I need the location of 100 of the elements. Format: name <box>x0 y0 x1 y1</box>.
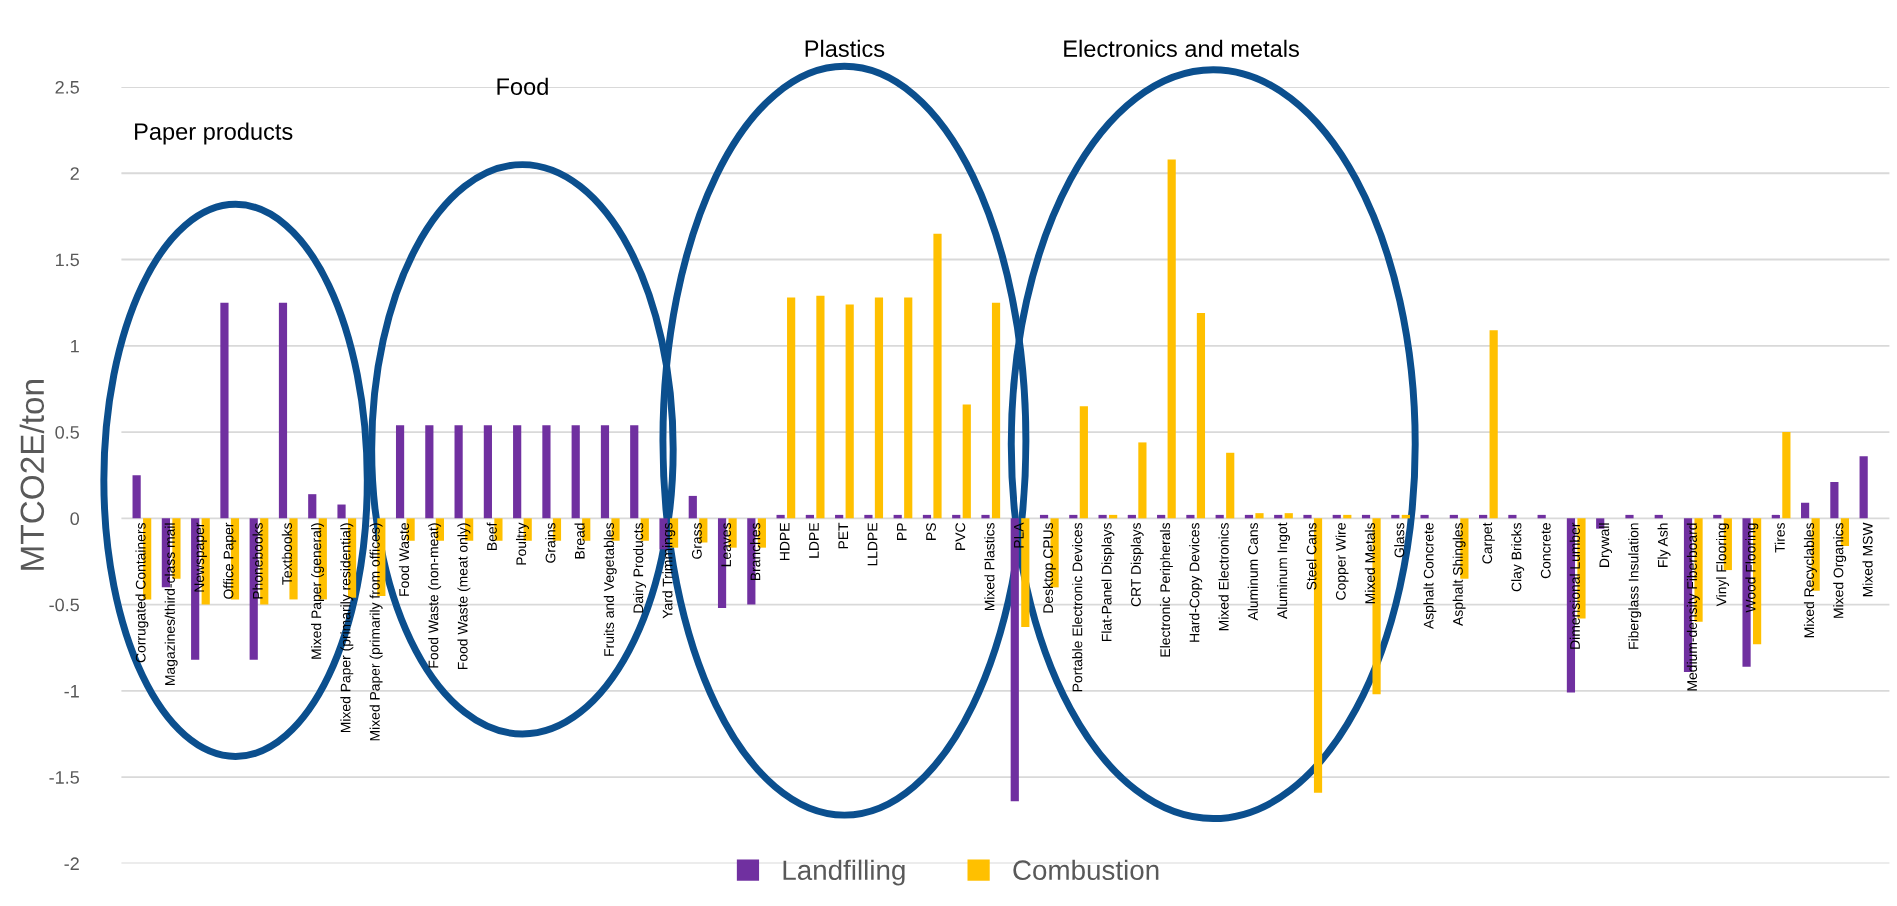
bar <box>1255 513 1264 519</box>
x-tick-label: Asphalt Shingles <box>1452 523 1466 626</box>
bar <box>1186 514 1195 519</box>
x-tick-label: Copper Wire <box>1335 523 1349 600</box>
x-tick-label: Food Waste (non-meat) <box>428 523 442 668</box>
bar <box>1196 313 1206 519</box>
x-tick-label: Poultry <box>515 522 529 565</box>
bar <box>1782 432 1791 519</box>
y-tick-label: 0 <box>70 512 80 526</box>
text: Plastics <box>805 39 885 58</box>
x-tick-label: Mixed Electronics <box>1218 523 1229 631</box>
bar <box>991 302 1001 519</box>
legend-label: Landfilling <box>783 859 905 886</box>
x-tick-label: Aluminum Cans <box>1247 523 1258 621</box>
bar <box>600 425 610 519</box>
x-tick-label: Corrugated Containers <box>135 522 149 663</box>
bar <box>1830 482 1839 519</box>
x-tick-label: Electronic Peripherals <box>1159 522 1173 657</box>
x-tick-label: Leaves <box>721 523 732 567</box>
bar <box>1801 502 1810 519</box>
annotation: Paper products <box>135 122 293 145</box>
x-tick-label: PET <box>838 522 849 549</box>
y-tick-label: -1 <box>64 685 79 698</box>
y-tick-label: 1.5 <box>56 253 79 267</box>
bar <box>454 425 463 519</box>
legend-label: Combustion <box>1013 859 1159 881</box>
bar <box>787 297 796 519</box>
bar <box>278 302 288 519</box>
x-tick-label: Mixed MSW <box>1862 522 1873 597</box>
x-tick-label: Food Waste (meat only) <box>457 523 471 670</box>
x-tick-label: Fruits and Vegetables <box>603 522 617 656</box>
bar <box>542 425 551 519</box>
x-tick-label: HDPE <box>779 523 790 560</box>
x-tick-label: Aluminum Ingot <box>1277 522 1290 619</box>
bar <box>981 514 990 519</box>
x-tick-label: Glass <box>1394 523 1405 558</box>
x-tick-label: LLDPE <box>867 523 878 566</box>
x-tick-label: Medium-density Fiberboard <box>1686 523 1700 691</box>
bar <box>1859 456 1868 519</box>
x-tick-label: Grains <box>545 523 556 563</box>
bar <box>1098 514 1107 519</box>
x-tick-label: Clay Bricks <box>1511 523 1525 592</box>
x-tick-label: Carpet <box>1482 522 1495 564</box>
x-tick-label: Food Waste <box>398 523 410 596</box>
x-tick-label: Mixed Plastics <box>984 523 995 611</box>
bar <box>816 295 825 519</box>
bar <box>1167 159 1176 519</box>
y-tick-label: 0.5 <box>55 426 79 439</box>
bar <box>630 425 639 519</box>
bar <box>864 514 873 519</box>
x-tick-label: Mixed Paper (general) <box>311 523 324 659</box>
text: Electronics and metals <box>1064 39 1299 58</box>
y-tick-label: -2 <box>64 857 79 870</box>
x-tick-label: Beef <box>486 522 497 550</box>
x-tick-label: Hard-Copy Devices <box>1189 523 1203 642</box>
bar <box>220 302 229 519</box>
x-tick-label: Phonebooks <box>252 523 263 599</box>
bar <box>132 475 141 519</box>
bar <box>308 494 317 519</box>
bar <box>962 404 971 519</box>
bar <box>904 297 913 519</box>
x-tick-label: Bread <box>574 523 585 559</box>
bar <box>1284 513 1293 519</box>
bar <box>1226 452 1235 519</box>
x-tick-label: Mixed Recyclables <box>1803 523 1817 638</box>
x-tick-label: Textbooks <box>281 523 292 585</box>
x-tick-label: Office Paper <box>223 522 237 599</box>
x-tick-label: Fly Ash <box>1657 523 1671 567</box>
x-tick-label: Branches <box>750 523 761 581</box>
x-tick-label: Flat-Panel Displays <box>1101 523 1115 641</box>
x-tick-label: Dairy Products <box>633 523 646 613</box>
x-tick-label: PP <box>897 523 907 540</box>
x-tick-label: CRT Displays <box>1130 523 1144 607</box>
bar <box>1079 406 1088 519</box>
x-tick-label: Desktop CPUs <box>1042 523 1056 613</box>
y-tick-label: 2 <box>70 167 79 180</box>
annotation: Food <box>497 77 548 96</box>
bar <box>1489 330 1498 519</box>
y-tick-label: 2.5 <box>55 80 79 94</box>
x-tick-label: PLA <box>1014 522 1024 548</box>
x-tick-label: Magazines/third-class mail <box>164 523 178 685</box>
bar <box>395 425 405 519</box>
x-tick-label: LDPE <box>809 523 819 558</box>
x-tick-label: Yard Trimmings <box>662 523 676 619</box>
x-tick-label: Grass <box>691 523 702 559</box>
x-tick-label: PVC <box>955 523 966 550</box>
bar <box>483 425 492 519</box>
x-tick-label: Mixed Metals <box>1364 523 1376 604</box>
x-tick-label: Wood Flooring <box>1745 523 1759 613</box>
bar <box>1420 514 1429 519</box>
y-axis-title: MTCO2E/ton <box>19 380 45 570</box>
x-tick-label: Portable Electronic Devices <box>1072 522 1083 692</box>
x-tick-label: Concrete <box>1540 523 1551 579</box>
bar <box>425 425 434 519</box>
x-tick-label: Mixed Paper (primarily residential) <box>340 523 354 733</box>
x-tick-label: Drywall <box>1599 523 1612 567</box>
x-tick-label: Fiberglass Insulation <box>1628 523 1642 649</box>
x-tick-label: Mixed Organics <box>1833 523 1847 618</box>
x-tick-label: PS <box>926 523 936 540</box>
y-tick-label: 1 <box>71 339 79 353</box>
